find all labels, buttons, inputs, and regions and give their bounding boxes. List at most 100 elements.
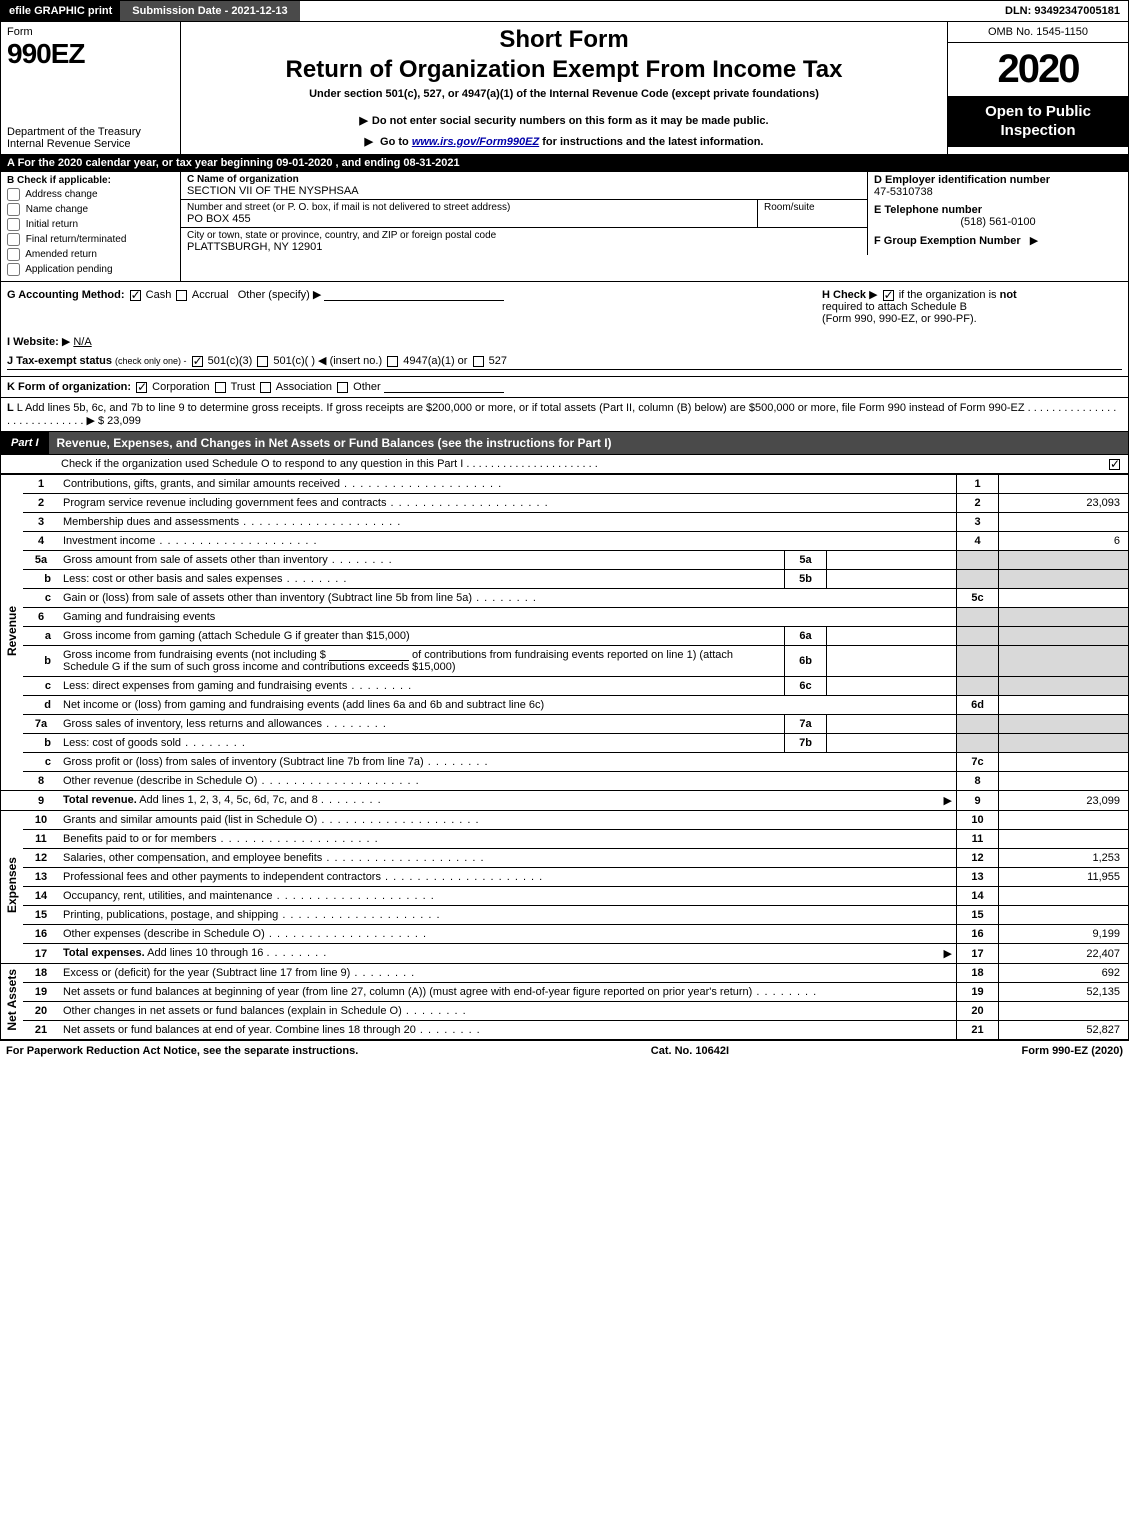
e-phone-hdr: E Telephone number bbox=[874, 204, 1122, 216]
line-6a: a Gross income from gaming (attach Sched… bbox=[1, 627, 1129, 646]
revenue-table: Revenue 1 Contributions, gifts, grants, … bbox=[0, 474, 1129, 1040]
g-accrual: Accrual bbox=[192, 289, 229, 301]
cb-527[interactable] bbox=[473, 356, 484, 367]
cb-cash[interactable] bbox=[130, 290, 141, 301]
line-19: 19 Net assets or fund balances at beginn… bbox=[1, 983, 1129, 1002]
d-ein-hdr: D Employer identification number bbox=[874, 174, 1122, 186]
cb-trust[interactable] bbox=[215, 382, 226, 393]
column-b-checkboxes: B Check if applicable: Address change Na… bbox=[1, 172, 181, 281]
cb-h[interactable] bbox=[883, 290, 894, 301]
cb-501c3[interactable] bbox=[192, 356, 203, 367]
do-not-enter-ssn: Do not enter social security numbers on … bbox=[189, 114, 939, 127]
department-label: Department of the Treasury Internal Reve… bbox=[7, 126, 174, 150]
goto-link[interactable]: www.irs.gov/Form990EZ bbox=[412, 136, 539, 148]
l-arrow: ▶ bbox=[86, 415, 94, 427]
top-bar: efile GRAPHIC print Submission Date - 20… bbox=[0, 0, 1129, 22]
e-phone-val: (518) 561-0100 bbox=[874, 216, 1122, 228]
j-o2: 501(c)( ) bbox=[273, 355, 315, 367]
line-4: 4 Investment income 4 6 bbox=[1, 532, 1129, 551]
part-1-title: Revenue, Expenses, and Changes in Net As… bbox=[49, 432, 1128, 454]
cb-schedule-o[interactable] bbox=[1109, 459, 1120, 470]
header-right: OMB No. 1545-1150 2020 Open to Public In… bbox=[948, 22, 1128, 154]
line-16: 16 Other expenses (describe in Schedule … bbox=[1, 925, 1129, 944]
line-3: 3 Membership dues and assessments 3 bbox=[1, 513, 1129, 532]
line-5b: b Less: cost or other basis and sales ex… bbox=[1, 570, 1129, 589]
omb-number: OMB No. 1545-1150 bbox=[948, 22, 1128, 43]
cb-address-change[interactable]: Address change bbox=[7, 188, 174, 201]
column-def: D Employer identification number 47-5310… bbox=[868, 172, 1128, 255]
line-6b: b Gross income from fundraising events (… bbox=[1, 646, 1129, 677]
part-1-sub: Check if the organization used Schedule … bbox=[0, 455, 1129, 474]
i-label: I Website: bbox=[7, 336, 59, 348]
h-block: H Check ▶ if the organization is not req… bbox=[822, 288, 1122, 325]
form-header: Form 990EZ Department of the Treasury In… bbox=[0, 22, 1129, 154]
k-other-blank[interactable] bbox=[384, 381, 504, 393]
j-o3: 4947(a)(1) or bbox=[403, 355, 467, 367]
k-label: K Form of organization: bbox=[7, 381, 131, 393]
room-suite-hdr: Room/suite bbox=[757, 200, 867, 227]
h-text1: if the organization is bbox=[899, 289, 997, 301]
open-to-public: Open to Public Inspection bbox=[948, 97, 1128, 147]
h-text3: (Form 990, 990-EZ, or 990-PF). bbox=[822, 313, 977, 325]
cb-association[interactable] bbox=[260, 382, 271, 393]
line-2: 2 Program service revenue including gove… bbox=[1, 494, 1129, 513]
cb-amended-return[interactable]: Amended return bbox=[7, 248, 174, 261]
expenses-vlabel: Expenses bbox=[1, 811, 24, 964]
k-corp: Corporation bbox=[152, 381, 209, 393]
j-o1: 501(c)(3) bbox=[208, 355, 253, 367]
c-city-hdr: City or town, state or province, country… bbox=[187, 230, 861, 241]
h-label: H Check bbox=[822, 289, 866, 301]
cb-name-change[interactable]: Name change bbox=[7, 203, 174, 216]
line-7c: c Gross profit or (loss) from sales of i… bbox=[1, 753, 1129, 772]
line-7a: 7a Gross sales of inventory, less return… bbox=[1, 715, 1129, 734]
j-o4: 527 bbox=[489, 355, 507, 367]
form-word: Form bbox=[7, 26, 174, 38]
line-13: 13 Professional fees and other payments … bbox=[1, 868, 1129, 887]
page-footer: For Paperwork Reduction Act Notice, see … bbox=[0, 1040, 1129, 1061]
g-arrow: ▶ bbox=[313, 289, 321, 301]
c-city-block: City or town, state or province, country… bbox=[181, 228, 867, 255]
cb-application-pending[interactable]: Application pending bbox=[7, 263, 174, 276]
h-text2: required to attach Schedule B bbox=[822, 301, 967, 313]
footer-left: For Paperwork Reduction Act Notice, see … bbox=[6, 1045, 358, 1057]
dept-line1: Department of the Treasury bbox=[7, 126, 141, 138]
efile-print-label[interactable]: efile GRAPHIC print bbox=[1, 1, 120, 21]
6b-blank[interactable] bbox=[329, 649, 409, 661]
line-6c: c Less: direct expenses from gaming and … bbox=[1, 677, 1129, 696]
c-address-block: Number and street (or P. O. box, if mail… bbox=[181, 200, 867, 228]
tax-year: 2020 bbox=[948, 43, 1128, 97]
revenue-vlabel: Revenue bbox=[1, 475, 24, 791]
line-17: 17 Total expenses. Add lines 10 through … bbox=[1, 944, 1129, 964]
k-trust: Trust bbox=[231, 381, 256, 393]
line-6d: d Net income or (loss) from gaming and f… bbox=[1, 696, 1129, 715]
c-name-block: C Name of organization SECTION VII OF TH… bbox=[181, 172, 867, 200]
under-section-text: Under section 501(c), 527, or 4947(a)(1)… bbox=[189, 88, 939, 100]
cb-corporation[interactable] bbox=[136, 382, 147, 393]
cb-initial-return[interactable]: Initial return bbox=[7, 218, 174, 231]
g-other-blank[interactable] bbox=[324, 289, 504, 301]
org-address: PO BOX 455 bbox=[187, 213, 751, 225]
c-name-hdr: C Name of organization bbox=[187, 174, 861, 185]
column-cdef: C Name of organization SECTION VII OF TH… bbox=[181, 172, 1128, 281]
row-a-period: A For the 2020 calendar year, or tax yea… bbox=[0, 154, 1129, 172]
cb-4947[interactable] bbox=[387, 356, 398, 367]
line-21: 21 Net assets or fund balances at end of… bbox=[1, 1021, 1129, 1040]
part1-sub-dots: . . . . . . . . . . . . . . . . . . . . … bbox=[466, 458, 597, 470]
line-6: 6 Gaming and fundraising events bbox=[1, 608, 1129, 627]
line-5c: c Gain or (loss) from sale of assets oth… bbox=[1, 589, 1129, 608]
line-11: 11 Benefits paid to or for members 11 bbox=[1, 830, 1129, 849]
footer-mid: Cat. No. 10642I bbox=[651, 1045, 729, 1057]
cb-accrual[interactable] bbox=[176, 290, 187, 301]
header-center: Short Form Return of Organization Exempt… bbox=[181, 22, 948, 154]
org-city: PLATTSBURGH, NY 12901 bbox=[187, 241, 861, 253]
cb-501c[interactable] bbox=[257, 356, 268, 367]
g-label: G Accounting Method: bbox=[7, 289, 125, 301]
short-form-title: Short Form bbox=[189, 26, 939, 54]
line-12: 12 Salaries, other compensation, and emp… bbox=[1, 849, 1129, 868]
cb-other-org[interactable] bbox=[337, 382, 348, 393]
j-sub: (check only one) - bbox=[115, 356, 187, 366]
k-other: Other bbox=[353, 381, 381, 393]
section-ghi: G Accounting Method: Cash Accrual Other … bbox=[0, 282, 1129, 377]
cb-final-return[interactable]: Final return/terminated bbox=[7, 233, 174, 246]
footer-right: Form 990-EZ (2020) bbox=[1022, 1045, 1124, 1057]
